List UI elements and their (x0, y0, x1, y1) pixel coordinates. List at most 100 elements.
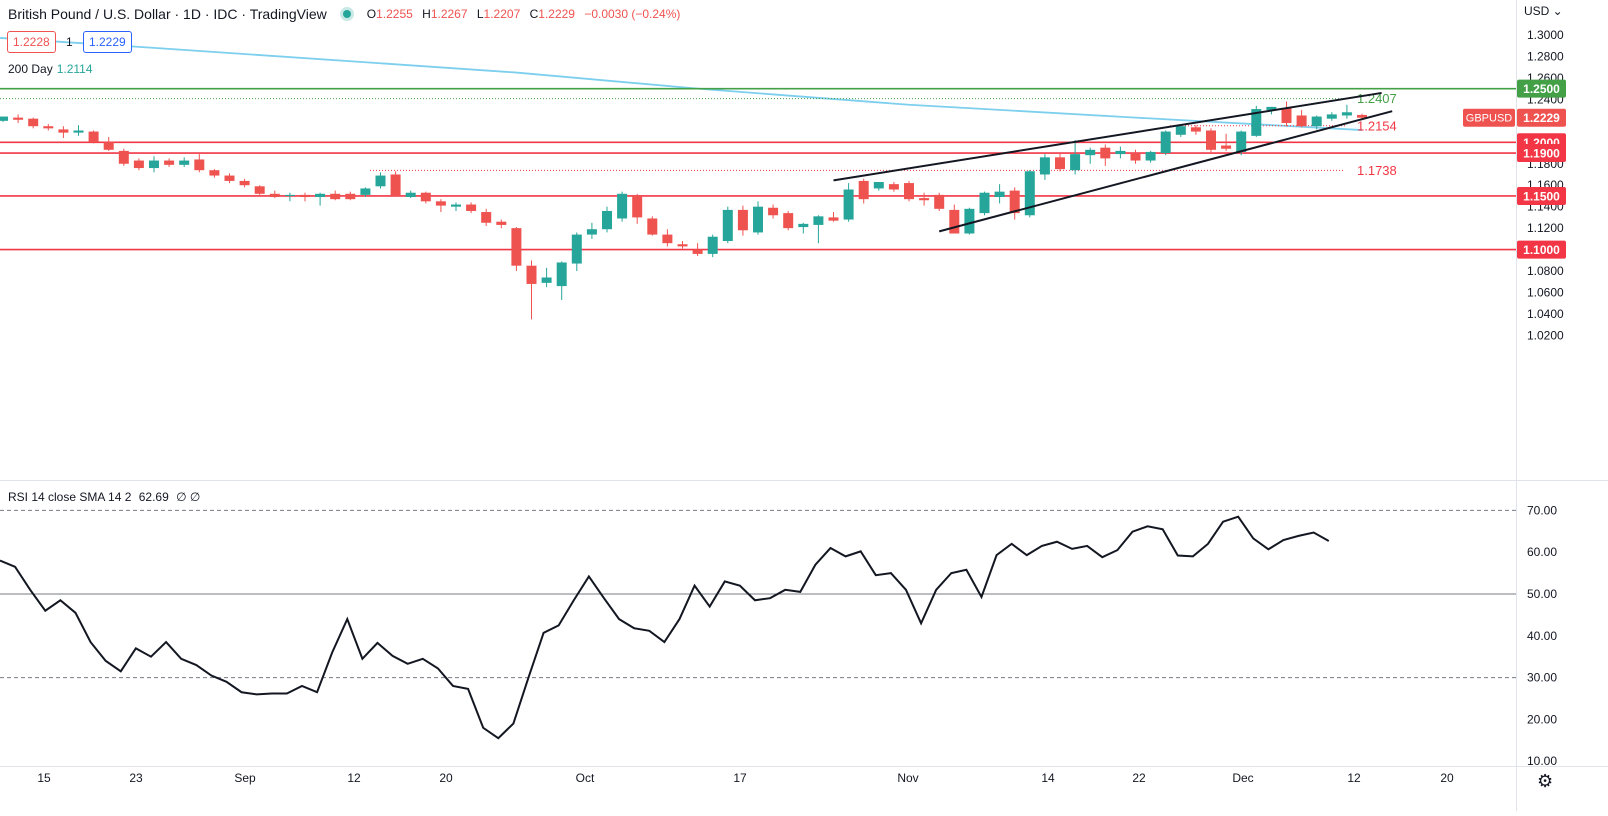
symbol-legend: British Pound / U.S. Dollar · 1D · IDC ·… (8, 6, 686, 22)
rsi-tick-label: 10.00 (1527, 754, 1557, 768)
candle-body (149, 160, 159, 169)
currency-selector[interactable]: USD ⌄ (1524, 4, 1563, 18)
candle-body (677, 244, 688, 247)
time-tick-label: Nov (897, 771, 918, 785)
price-tick-label: 1.3000 (1527, 28, 1564, 42)
market-status-icon[interactable] (342, 10, 351, 18)
change-value: −0.0030 (−0.24%) (584, 7, 681, 21)
candle-body (919, 198, 930, 201)
candle-body (1341, 112, 1352, 116)
rsi-legend[interactable]: RSI 14 close SMA 14 2 62.69 ∅ ∅ (8, 490, 200, 504)
candle-body (1024, 171, 1035, 216)
candle-body (375, 175, 386, 187)
candle-body (1236, 131, 1247, 152)
candle-body (330, 193, 341, 200)
candle-body (843, 189, 854, 220)
candle-body (1085, 149, 1096, 156)
level-tag-1.2500 (1517, 79, 1566, 98)
candle-body (284, 194, 295, 196)
candle-body (451, 204, 461, 207)
dotted-level-label: 1.1738 (1357, 163, 1397, 178)
time-tick-label: 14 (1041, 771, 1055, 785)
buy-button[interactable]: 1.2229 (83, 31, 132, 53)
candle-body (617, 193, 628, 219)
candle-body (43, 126, 54, 129)
time-tick-label: 23 (129, 771, 143, 785)
candle-body (481, 212, 492, 223)
candle-body (1130, 153, 1141, 161)
rsi-tick-label: 40.00 (1527, 629, 1557, 643)
candle-body (949, 209, 960, 234)
candle-body (753, 206, 763, 233)
time-tick-label: 22 (1132, 771, 1146, 785)
candle-body (768, 207, 779, 216)
symbol-tag-text: GBPUSD (1466, 113, 1513, 125)
candle-body (1311, 116, 1322, 127)
candle-body (692, 249, 703, 254)
candle-body (405, 192, 416, 198)
candle-body (103, 142, 114, 150)
candle-body (28, 118, 39, 127)
trendline-2 (938, 110, 1393, 233)
time-tick-label: 12 (1347, 771, 1361, 785)
last-price-tag-text: 1.2229 (1523, 111, 1560, 125)
candle-body (1160, 131, 1171, 154)
rsi-tick-label: 30.00 (1527, 671, 1557, 685)
candle-body (904, 183, 914, 200)
candle-body (586, 229, 597, 235)
ma-legend[interactable]: 200 Day 1.2114 (8, 62, 93, 76)
ohlc-values: O1.2255 H1.2267 L1.2207 C1.2229 −0.0030 … (367, 7, 687, 21)
price-tick-label: 1.0200 (1527, 328, 1564, 342)
spread-value: 1 (66, 35, 73, 49)
candle-body (435, 201, 446, 206)
candle-body (511, 228, 522, 266)
rsi-line (0, 515, 1330, 740)
candle-body (73, 130, 84, 133)
rsi-label: RSI 14 close SMA 14 2 (8, 490, 132, 504)
currency-label: USD (1524, 4, 1550, 18)
candle-body (813, 216, 824, 225)
candle-body (1206, 130, 1216, 150)
gear-icon[interactable]: ⚙ (1537, 771, 1554, 791)
candle-body (994, 191, 1005, 198)
candle-body (1009, 190, 1020, 214)
candle-body (1100, 147, 1111, 159)
candle-body (1039, 157, 1050, 175)
candle-body (1055, 157, 1065, 170)
time-tick-label: Dec (1232, 771, 1253, 785)
candle-body (390, 174, 401, 196)
price-tick-label: 1.1200 (1527, 221, 1564, 235)
sell-button[interactable]: 1.2228 (7, 31, 56, 53)
candle-body (345, 193, 356, 200)
candle-body (194, 159, 205, 171)
candle-body (1296, 115, 1307, 127)
level-tag-text: 1.1000 (1523, 243, 1560, 257)
close-label: C (529, 7, 539, 21)
candle-body (707, 236, 718, 254)
candles (0, 101, 1367, 320)
candle-body (783, 213, 794, 229)
level-tag-text: 1.1900 (1523, 147, 1560, 161)
open-value: 1.2255 (376, 7, 413, 21)
rsi-tick-label: 70.00 (1527, 503, 1557, 517)
candle-body (737, 209, 748, 231)
candle-body (964, 208, 975, 234)
candle-body (1326, 114, 1337, 119)
symbol-tag (1463, 108, 1515, 127)
candle-body (828, 217, 839, 221)
symbol-title[interactable]: British Pound / U.S. Dollar · 1D · IDC ·… (8, 6, 327, 22)
candle-body (58, 129, 69, 133)
rsi-extra: ∅ ∅ (176, 490, 201, 504)
candle-body (602, 210, 612, 230)
candle-body (722, 209, 733, 242)
candle-body (360, 188, 371, 195)
time-tick-label: 20 (439, 771, 453, 785)
candle-body (798, 223, 809, 228)
dotted-level-label: 1.2154 (1357, 118, 1397, 133)
candle-body (118, 150, 129, 164)
candle-body (632, 195, 643, 218)
rsi-tick-label: 60.00 (1527, 545, 1557, 559)
